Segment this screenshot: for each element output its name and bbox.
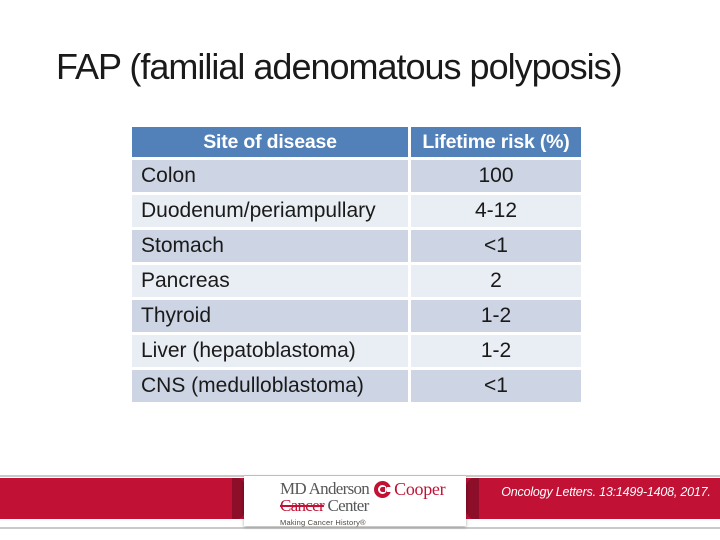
table-row: Stomach <1 [132, 230, 581, 262]
site-cell: Thyroid [132, 300, 408, 332]
table-row: CNS (medulloblastoma) <1 [132, 370, 581, 402]
cooper-wordmark: Cooper [394, 478, 446, 499]
center-text: Center [327, 496, 370, 515]
risk-cell: 4-12 [411, 195, 581, 227]
slide-title: FAP (familial adenomatous polyposis) [56, 46, 623, 87]
site-cell: Colon [132, 160, 408, 192]
risk-cell: 2 [411, 265, 581, 297]
footer-ribbon-right [464, 478, 720, 519]
risk-cell: <1 [411, 370, 581, 402]
site-cell: Pancreas [132, 265, 408, 297]
citation-text: Oncology Letters. 13:1499-1408, 2017. [501, 485, 711, 499]
risk-cell: 100 [411, 160, 581, 192]
table-row: Pancreas 2 [132, 265, 581, 297]
footer-ribbon-left [0, 478, 247, 519]
logo-line-1: MD Anderson Cooper [280, 479, 466, 499]
cooper-c-notch [387, 486, 393, 492]
risk-cell: 1-2 [411, 300, 581, 332]
header-row: Site of disease Lifetime risk (%) [132, 127, 581, 157]
footer-bottom-rule [0, 527, 720, 529]
risk-cell: <1 [411, 230, 581, 262]
table-row: Thyroid 1-2 [132, 300, 581, 332]
cancer-struck-text: Cancer [280, 496, 325, 515]
risk-cell: 1-2 [411, 335, 581, 367]
md-anderson-wordmark: MD Anderson [280, 479, 370, 498]
site-cell: Liver (hepatoblastoma) [132, 335, 408, 367]
footer-logo-panel: MD Anderson Cooper Cancer Center Making … [244, 476, 466, 527]
risk-table: Site of disease Lifetime risk (%) Colon … [129, 124, 584, 405]
table-row: Colon 100 [132, 160, 581, 192]
logo-line-2: Cancer Center [280, 496, 466, 516]
site-cell: CNS (medulloblastoma) [132, 370, 408, 402]
making-cancer-history-tagline: Making Cancer History® [280, 518, 366, 527]
table-row: Duodenum/periampullary 4-12 [132, 195, 581, 227]
header-lifetime-risk: Lifetime risk (%) [411, 127, 581, 157]
risk-table-container: Site of disease Lifetime risk (%) Colon … [129, 124, 584, 405]
site-cell: Stomach [132, 230, 408, 262]
site-cell: Duodenum/periampullary [132, 195, 408, 227]
ribbon-fold-right [464, 478, 479, 519]
cooper-c-icon [374, 480, 393, 498]
header-site-of-disease: Site of disease [132, 127, 408, 157]
risk-table-body: Colon 100 Duodenum/periampullary 4-12 St… [132, 160, 581, 402]
cooper-c-inner [380, 486, 386, 492]
table-row: Liver (hepatoblastoma) 1-2 [132, 335, 581, 367]
risk-table-header: Site of disease Lifetime risk (%) [132, 127, 581, 157]
ribbon-fold-left [232, 478, 247, 519]
